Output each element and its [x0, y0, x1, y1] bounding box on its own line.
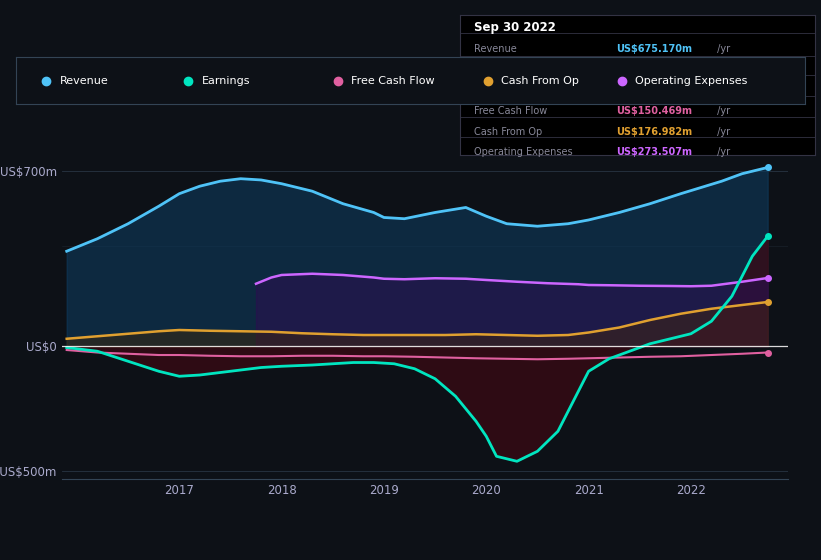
Text: Operating Expenses: Operating Expenses: [475, 147, 573, 157]
Text: Revenue: Revenue: [475, 44, 517, 54]
Text: US$150.469m: US$150.469m: [617, 106, 692, 116]
Text: US$273.507m: US$273.507m: [617, 147, 692, 157]
Text: US$439.955m: US$439.955m: [617, 67, 692, 77]
Text: US$675.170m: US$675.170m: [617, 44, 692, 54]
Text: /yr: /yr: [713, 106, 730, 116]
Text: Free Cash Flow: Free Cash Flow: [475, 106, 548, 116]
Text: US$176.982m: US$176.982m: [617, 127, 692, 137]
Text: profit margin: profit margin: [663, 85, 729, 95]
Text: Earnings: Earnings: [475, 67, 516, 77]
Text: Earnings: Earnings: [202, 76, 250, 86]
Text: 65.2%: 65.2%: [617, 85, 650, 95]
Text: Sep 30 2022: Sep 30 2022: [475, 21, 556, 34]
Text: /yr: /yr: [713, 67, 730, 77]
Text: Operating Expenses: Operating Expenses: [635, 76, 747, 86]
Text: Free Cash Flow: Free Cash Flow: [351, 76, 435, 86]
Text: Revenue: Revenue: [60, 76, 108, 86]
Text: Cash From Op: Cash From Op: [501, 76, 579, 86]
Text: /yr: /yr: [713, 44, 730, 54]
Text: Cash From Op: Cash From Op: [475, 127, 543, 137]
Text: /yr: /yr: [713, 147, 730, 157]
Text: /yr: /yr: [713, 127, 730, 137]
